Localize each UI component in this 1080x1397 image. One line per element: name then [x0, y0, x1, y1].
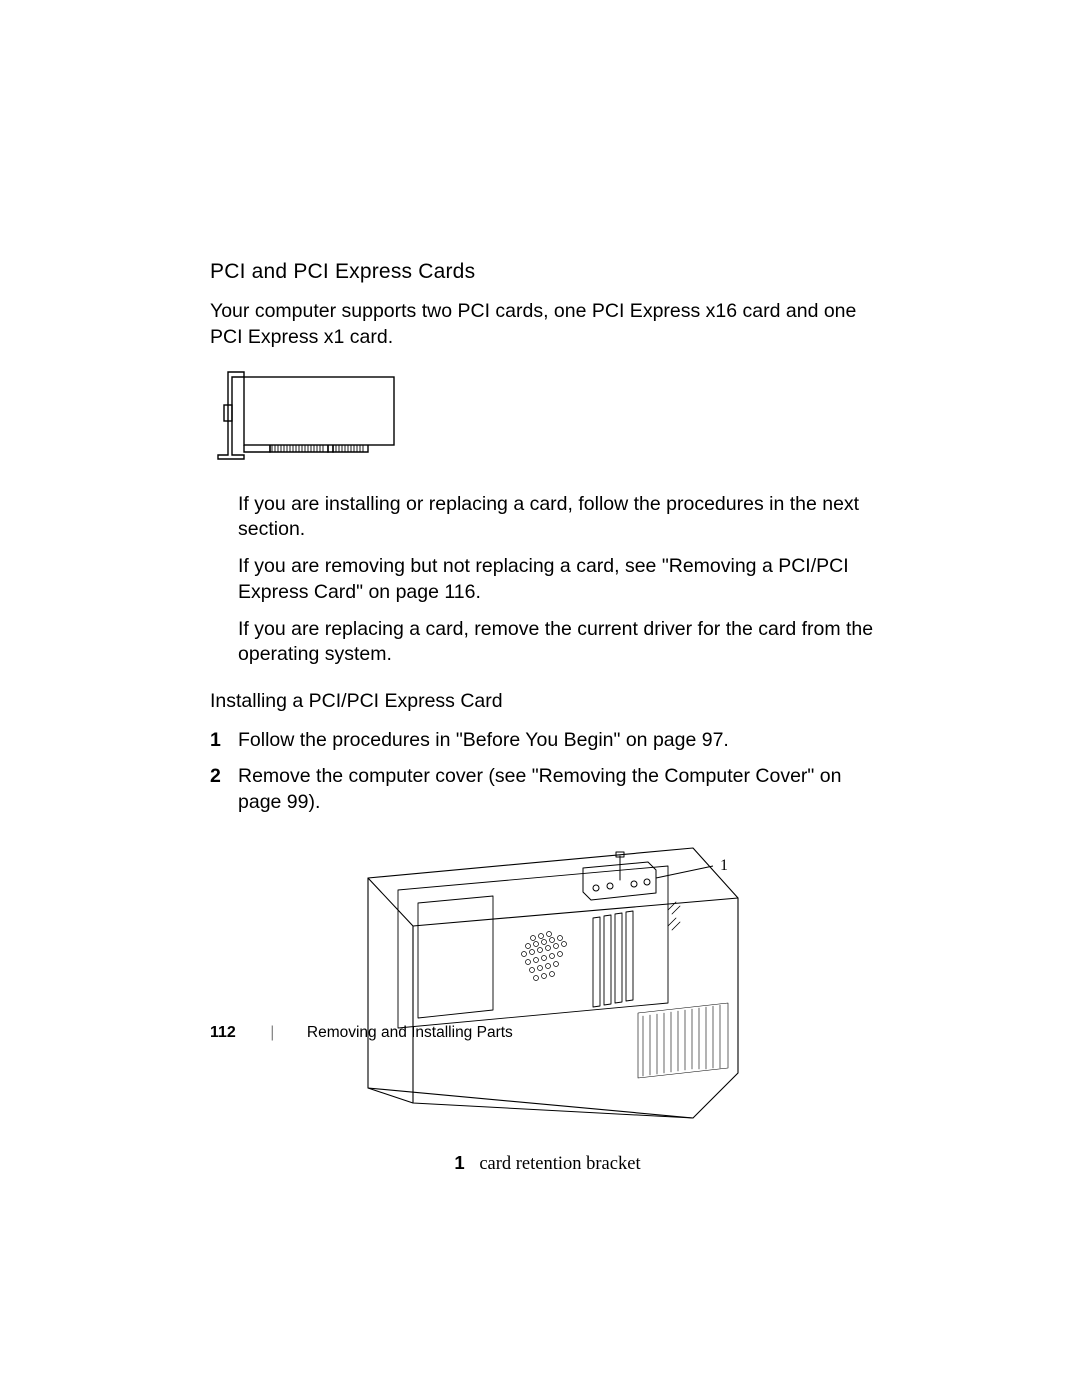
procedure-step: 1 Follow the procedures in "Before You B…: [238, 727, 885, 753]
chassis-svg: 1: [338, 838, 758, 1138]
pci-card-svg: [210, 369, 400, 469]
pci-card-diagram: [210, 369, 885, 474]
diagram-legend: 1 card retention bracket: [210, 1152, 885, 1175]
section-heading: PCI and PCI Express Cards: [210, 260, 885, 284]
page-number: 112: [210, 1024, 236, 1041]
manual-page: PCI and PCI Express Cards Your computer …: [0, 0, 1080, 1397]
chassis-diagram: 1: [210, 838, 885, 1138]
intro-paragraph: Your computer supports two PCI cards, on…: [210, 298, 885, 351]
legend-number: 1: [454, 1152, 464, 1173]
procedure-list: 1 Follow the procedures in "Before You B…: [210, 727, 885, 816]
step-text: Follow the procedures in "Before You Beg…: [238, 729, 729, 751]
subsection-heading: Installing a PCI/PCI Express Card: [210, 690, 885, 713]
callout-number: 1: [720, 857, 728, 874]
step-number: 2: [210, 763, 221, 789]
step-text: Remove the computer cover (see "Removing…: [238, 765, 841, 813]
step-number: 1: [210, 727, 221, 753]
note-item: If you are installing or replacing a car…: [238, 492, 885, 543]
procedure-step: 2 Remove the computer cover (see "Removi…: [238, 763, 885, 816]
chapter-name: Removing and Installing Parts: [307, 1024, 513, 1041]
legend-text: card retention bracket: [479, 1154, 640, 1174]
footer-separator: |: [270, 1024, 274, 1041]
page-footer: 112 | Removing and Installing Parts: [210, 1024, 513, 1042]
note-item: If you are replacing a card, remove the …: [238, 617, 885, 668]
note-item: If you are removing but not replacing a …: [238, 554, 885, 605]
notes-list: If you are installing or replacing a car…: [210, 492, 885, 668]
